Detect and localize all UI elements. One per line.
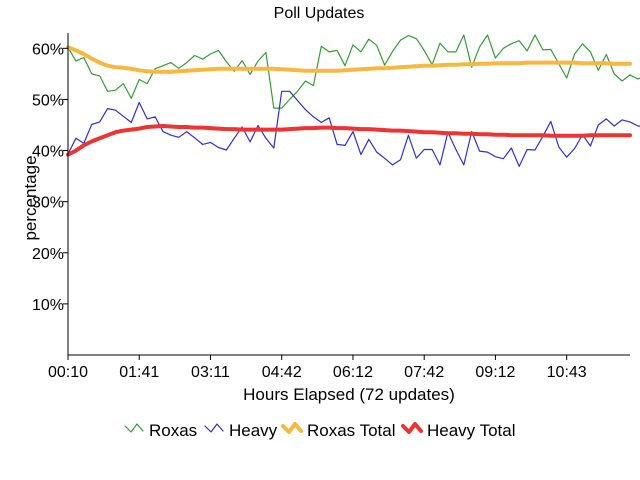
legend: Roxas Heavy Roxas Total Heavy Total: [124, 421, 516, 440]
legend-swatch: [401, 422, 423, 434]
x-ticks: 00:10 01:41 03:11 04:42 06:12 07:42 09:12 10:43: [48, 355, 587, 381]
x-tick-label: 09:12: [475, 364, 515, 381]
legend-swatch: [124, 423, 144, 433]
series-line-roxas: [67, 34, 640, 109]
y-tick-label: 60%: [32, 41, 64, 58]
chart-title: Poll Updates: [274, 5, 365, 22]
x-tick-label: 04:42: [262, 364, 302, 381]
x-tick-label: 06:12: [333, 364, 373, 381]
y-tick-label: 40%: [32, 144, 64, 161]
legend-swatch: [204, 423, 224, 433]
x-tick-label: 01:41: [119, 364, 159, 381]
x-tick-label: 10:43: [547, 364, 587, 381]
x-tick-label: 00:10: [48, 364, 88, 381]
x-axis-label: Hours Elapsed (72 updates): [243, 385, 455, 404]
series-line-heavy: [67, 90, 640, 167]
y-tick-label: 30%: [32, 195, 64, 212]
x-tick-label: 03:11: [191, 364, 230, 381]
legend-label: Heavy Total: [427, 421, 516, 440]
x-tick-label: 07:42: [404, 364, 444, 381]
y-axis-label: percentage: [21, 155, 40, 240]
legend-label: Heavy: [229, 421, 278, 440]
legend-label: Roxas: [149, 421, 197, 440]
plot-area: [66, 34, 640, 167]
legend-swatch: [281, 422, 303, 434]
series-line-heavy-total: [66, 124, 632, 157]
y-ticks: 10% 20% 30% 40% 50% 60%: [32, 41, 68, 314]
y-tick-label: 50%: [32, 92, 64, 109]
series-line-roxas-total: [66, 45, 632, 74]
y-tick-label: 10%: [32, 297, 64, 314]
y-tick-label: 20%: [32, 246, 64, 263]
legend-label: Roxas Total: [307, 421, 396, 440]
